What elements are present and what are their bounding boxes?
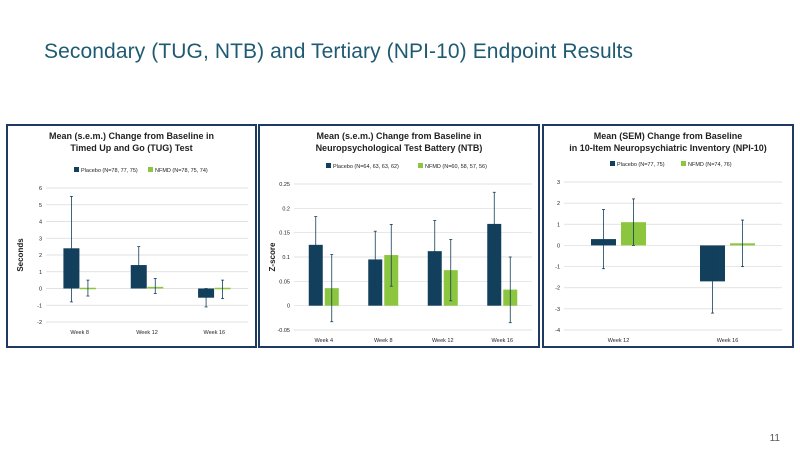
y-tick-label: 6: [39, 186, 42, 192]
chart-title-line: Mean (s.e.m.) Change from Baseline in: [49, 131, 214, 141]
y-tick-label: 0: [287, 304, 290, 310]
chart-title-line: Mean (SEM) Change from Baseline: [594, 131, 743, 141]
ntb-chart: Mean (s.e.m.) Change from Baseline in Neu…: [268, 131, 532, 344]
y-tick-label: 3: [39, 236, 42, 242]
legend-label: NFMD (N=60, 58, 57, 56): [425, 164, 487, 170]
ntb-chart-panel: Mean (s.e.m.) Change from Baseline in Neu…: [258, 124, 540, 348]
y-tick-label: 1: [39, 270, 42, 276]
legend-label: Placebo (N=78, 77, 75): [81, 168, 138, 174]
y-tick-label: 1: [557, 222, 560, 228]
x-tick-label: Week 8: [374, 338, 393, 344]
tug-chart: Mean (s.e.m.) Change from Baseline in Tim…: [16, 131, 248, 336]
y-tick-label: -4: [555, 328, 560, 334]
y-tick-label: 2: [557, 201, 560, 207]
slide-title: Secondary (TUG, NTB) and Tertiary (NPI-1…: [44, 40, 634, 63]
chart-title-line: Timed Up and Go (TUG) Test: [70, 143, 192, 153]
legend-swatch: [148, 167, 153, 172]
x-tick-label: Week 12: [432, 338, 454, 344]
y-tick-label: -1: [37, 303, 42, 309]
y-tick-label: 0.1: [282, 255, 290, 261]
chart-title-line: Mean (s.e.m.) Change from Baseline in: [316, 131, 481, 141]
legend-swatch: [610, 161, 615, 166]
y-tick-label: 0: [39, 287, 42, 293]
x-tick-label: Week 16: [717, 338, 739, 344]
legend-label: Placebo (N=64, 63, 63, 62): [333, 164, 399, 170]
chart-title-line: Neuropsychological Test Battery (NTB): [316, 143, 483, 153]
legend-swatch: [74, 167, 79, 172]
legend-swatch: [418, 163, 423, 168]
bar-placebo: [487, 223, 502, 306]
y-tick-label: -2: [555, 286, 560, 292]
x-tick-label: Week 16: [204, 330, 226, 336]
y-tick-label: -1: [555, 265, 560, 271]
y-axis-label: Z-score: [268, 242, 277, 271]
x-tick-label: Week 12: [136, 330, 158, 336]
y-tick-label: 0.05: [279, 279, 290, 285]
y-tick-label: -0.05: [277, 328, 290, 334]
y-tick-label: 3: [557, 180, 560, 186]
y-tick-label: -2: [37, 320, 42, 326]
legend-label: NFMD (N=78, 75, 74): [155, 168, 208, 174]
bar-placebo: [308, 244, 323, 306]
y-tick-label: 0.15: [279, 231, 290, 237]
legend-swatch: [681, 161, 686, 166]
y-tick-label: 0.25: [279, 182, 290, 188]
y-axis-label: Seconds: [16, 238, 25, 272]
npi-chart-panel: Mean (SEM) Change from Baseline in 10-Ite…: [542, 124, 794, 348]
x-tick-label: Week 8: [70, 330, 89, 336]
chart-title-line: in 10-Item Neuropsychiatric Inventory (N…: [569, 143, 767, 153]
y-tick-label: 5: [39, 203, 42, 209]
y-tick-label: 0.2: [282, 206, 290, 212]
y-tick-label: 0: [557, 243, 560, 249]
y-tick-label: -3: [555, 307, 560, 313]
y-tick-label: 2: [39, 253, 42, 259]
legend-label: Placebo (N=77, 75): [617, 162, 665, 168]
y-tick-label: 4: [39, 220, 42, 226]
legend-label: NFMD (N=74, 76): [688, 162, 732, 168]
legend-swatch: [326, 163, 331, 168]
x-tick-label: Week 4: [314, 338, 333, 344]
npi-chart: Mean (SEM) Change from Baseline in 10-Ite…: [555, 131, 782, 344]
tug-chart-panel: Mean (s.e.m.) Change from Baseline in Tim…: [6, 124, 257, 348]
page-number: 11: [769, 433, 780, 444]
x-tick-label: Week 16: [491, 338, 513, 344]
x-tick-label: Week 12: [608, 338, 630, 344]
